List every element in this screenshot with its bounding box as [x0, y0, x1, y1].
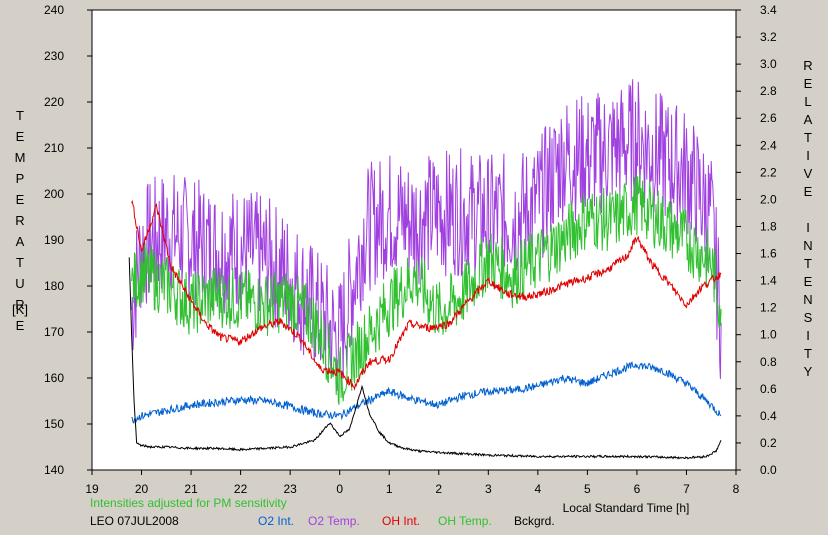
x-tick-label: 23: [283, 482, 297, 496]
left-tick-label: 240: [44, 3, 64, 17]
x-tick-label: 4: [535, 482, 542, 496]
axis-label-letter: A: [804, 112, 813, 127]
x-tick-label: 6: [634, 482, 641, 496]
axis-label-letter: E: [16, 318, 25, 333]
series-layer: [128, 79, 722, 460]
left-tick-label: 200: [44, 187, 64, 201]
legend: O2 Int. O2 Temp. OH Int. OH Temp. Bckgrd.: [258, 514, 555, 528]
x-tick-label: 19: [85, 482, 99, 496]
series-line-bckgrd: [128, 257, 722, 460]
x-tick-label: 22: [234, 482, 248, 496]
axis-label-letter: E: [16, 192, 25, 207]
right-tick-label: 1.2: [760, 301, 777, 315]
left-tick-label: 140: [44, 463, 64, 477]
right-tick-label: 1.8: [760, 219, 777, 233]
axis-label-letter: T: [804, 256, 812, 271]
axis-label-letter: E: [804, 184, 813, 199]
x-tick-label: 3: [485, 482, 492, 496]
left-tick-label: 190: [44, 233, 64, 247]
x-tick-label: 5: [584, 482, 591, 496]
axis-label-letter: I: [806, 328, 810, 343]
axis-label-letter: V: [804, 166, 813, 181]
left-tick-label: 210: [44, 141, 64, 155]
right-tick-label: 2.4: [760, 138, 777, 152]
left-tick-label: 230: [44, 49, 64, 63]
left-tick-label: 220: [44, 95, 64, 109]
series-line-o2-int: [131, 361, 722, 424]
right-tick-label: 0.6: [760, 382, 777, 396]
axis-label-letter: Y: [804, 364, 813, 379]
axis-label-letter: T: [804, 346, 812, 361]
axis-label-letter: P: [16, 171, 25, 186]
axis-label-letter: S: [804, 310, 813, 325]
left-tick-label: 160: [44, 371, 64, 385]
axis-label-letter: U: [15, 276, 24, 291]
right-tick-label: 1.6: [760, 247, 777, 261]
axis-label-letter: T: [16, 108, 24, 123]
legend-entry: Bckgrd.: [514, 514, 555, 528]
axis-label-letter: M: [15, 150, 26, 165]
left-axis-ticks: 140 150 160 170 180 190 200 210 220 230 240: [44, 3, 92, 477]
right-tick-label: 0.8: [760, 355, 777, 369]
axis-label-letter: E: [16, 129, 25, 144]
right-tick-label: 2.8: [760, 84, 777, 98]
left-tick-label: 170: [44, 325, 64, 339]
x-tick-label: 20: [135, 482, 149, 496]
right-tick-label: 1.4: [760, 274, 777, 288]
left-tick-label: 180: [44, 279, 64, 293]
axis-label-letter: N: [803, 238, 812, 253]
x-tick-label: 21: [184, 482, 198, 496]
x-tick-label: 8: [733, 482, 740, 496]
axis-label-letter: R: [803, 58, 812, 73]
right-tick-label: 2.2: [760, 165, 777, 179]
axis-label-letter: I: [806, 148, 810, 163]
right-axis-ticks: 0.0 0.2 0.4 0.6 0.8 1.0 1.2 1.4 1.6 1.8 2.0 2.2 2.4 2…: [736, 3, 777, 477]
x-tick-label: 2: [435, 482, 442, 496]
axis-label-letter: T: [16, 255, 24, 270]
axis-label-letter: L: [804, 94, 811, 109]
station-label: LEO 07JUL2008: [90, 514, 179, 528]
series-line-o2-temp: [131, 79, 722, 391]
axis-label-letter: E: [804, 274, 813, 289]
x-axis-ticks: 19 20 21 22 23 0 1 2 3 4 5 6 7 8: [85, 470, 740, 496]
legend-entry: OH Int.: [382, 514, 420, 528]
legend-entry: O2 Int.: [258, 514, 294, 528]
axis-label-letter: N: [803, 292, 812, 307]
x-axis-label: Local Standard Time [h]: [563, 501, 690, 515]
left-axis-unit: [K]: [12, 302, 28, 317]
sensitivity-note: Intensities adjusted for PM sensitivity: [90, 496, 287, 510]
axis-label-letter: I: [806, 220, 810, 235]
right-tick-label: 0.4: [760, 409, 777, 423]
axis-label-letter: T: [804, 130, 812, 145]
legend-entry: OH Temp.: [438, 514, 492, 528]
axis-label-letter: E: [804, 76, 813, 91]
legend-entry: O2 Temp.: [308, 514, 360, 528]
series-line-oh-temp: [131, 174, 722, 405]
right-tick-label: 2.0: [760, 192, 777, 206]
x-tick-label: 7: [683, 482, 690, 496]
series-line-oh-int: [131, 199, 722, 391]
right-tick-label: 0.0: [760, 463, 777, 477]
x-tick-label: 1: [386, 482, 393, 496]
right-tick-label: 0.2: [760, 436, 777, 450]
left-tick-label: 150: [44, 417, 64, 431]
right-tick-label: 2.6: [760, 111, 777, 125]
axis-label-letter: A: [16, 234, 25, 249]
axis-label-letter: R: [15, 213, 24, 228]
right-tick-label: 3.2: [760, 30, 777, 44]
axis-label-letter: R: [15, 297, 24, 312]
right-tick-label: 1.0: [760, 328, 777, 342]
x-tick-label: 0: [336, 482, 343, 496]
right-tick-label: 3.0: [760, 57, 777, 71]
right-tick-label: 3.4: [760, 3, 777, 17]
